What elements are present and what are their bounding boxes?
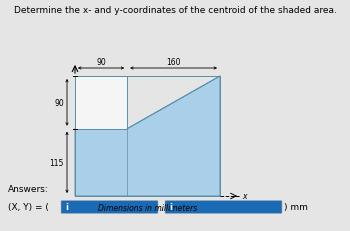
FancyBboxPatch shape [165, 201, 282, 214]
FancyBboxPatch shape [61, 201, 158, 214]
Text: ) mm: ) mm [284, 203, 308, 212]
Text: (X, Y) = (: (X, Y) = ( [8, 203, 49, 212]
Text: 115: 115 [50, 158, 64, 167]
Text: i: i [65, 203, 68, 212]
Text: Dimensions in millimeters: Dimensions in millimeters [98, 203, 197, 212]
Text: 160: 160 [166, 58, 181, 67]
Text: ,: , [160, 203, 163, 212]
Polygon shape [75, 77, 220, 196]
Text: Answers:: Answers: [8, 184, 49, 193]
Text: x: x [242, 192, 246, 201]
Text: Determine the x- and y-coordinates of the centroid of the shaded area.: Determine the x- and y-coordinates of th… [14, 6, 336, 15]
Text: i: i [169, 203, 172, 212]
Text: 90: 90 [96, 58, 106, 67]
Text: 90: 90 [54, 98, 64, 107]
Polygon shape [75, 77, 127, 129]
